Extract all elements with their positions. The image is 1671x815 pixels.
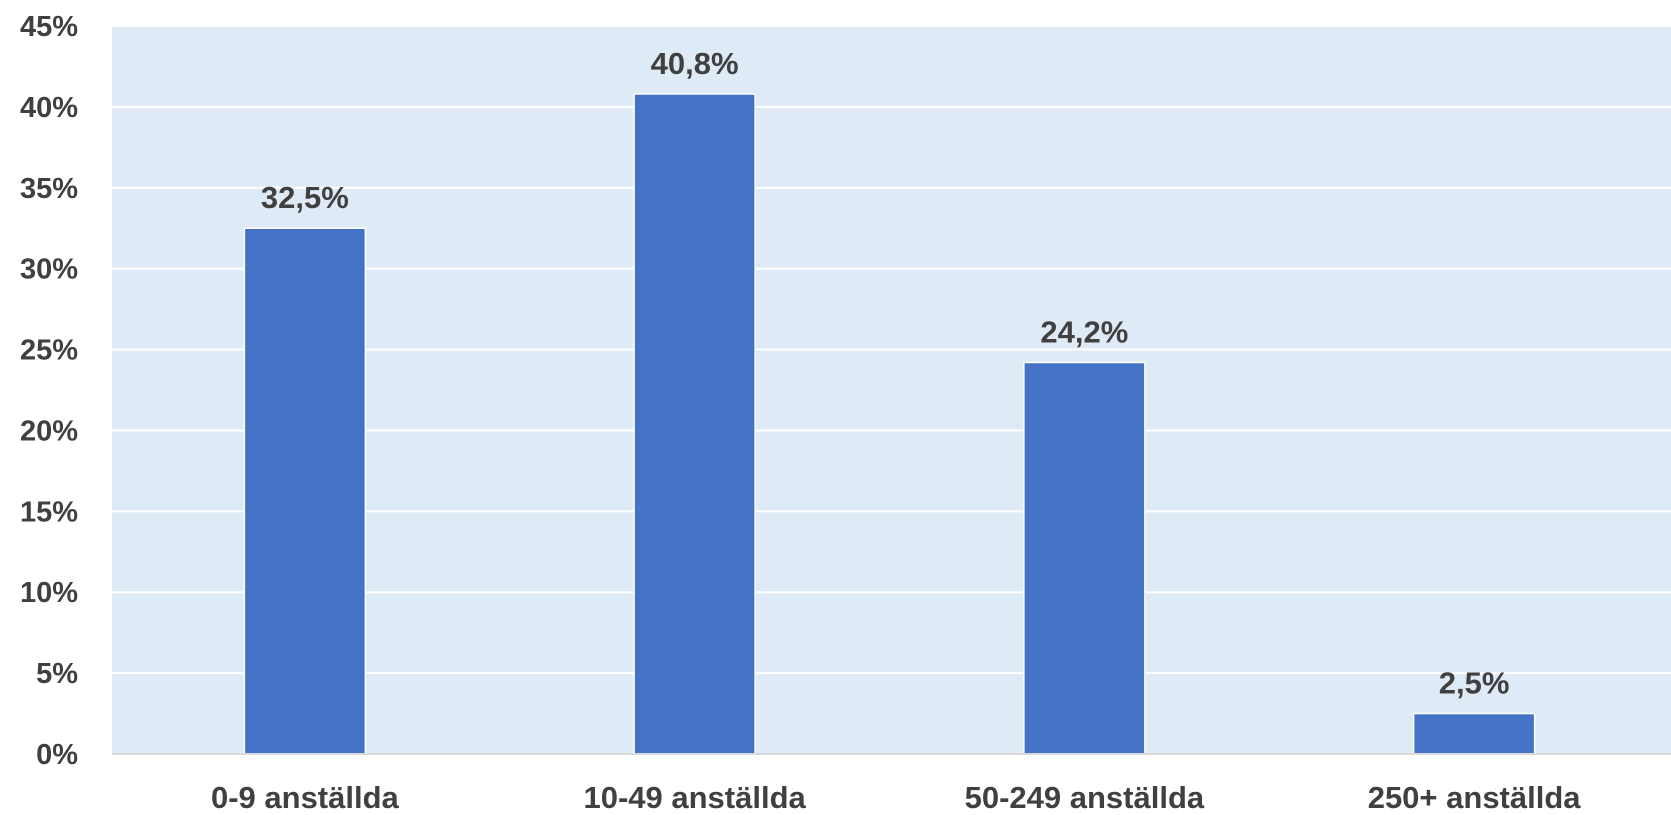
plot-area xyxy=(112,26,1671,754)
y-axis-tick-labels: 0% 5% 10% 15% 20% 25% 30% 35% 40% 45% xyxy=(20,11,78,771)
y-tick-label: 30% xyxy=(20,254,78,286)
bar xyxy=(1023,361,1146,755)
data-label: 24,2% xyxy=(1040,314,1128,349)
data-labels: 32,5% 40,8% 24,2% 2,5% xyxy=(261,46,1510,701)
bar xyxy=(633,93,756,755)
data-label: 32,5% xyxy=(261,180,349,215)
x-axis-category-labels: 0-9 anställda 10-49 anställda 50-249 anstä… xyxy=(211,780,1581,815)
bars xyxy=(243,93,1536,755)
x-category-label: 50-249 anställda xyxy=(965,780,1205,815)
y-tick-label: 45% xyxy=(20,11,78,43)
y-tick-label: 35% xyxy=(20,173,78,205)
data-label: 2,5% xyxy=(1439,666,1510,701)
x-category-label: 0-9 anställda xyxy=(211,780,400,815)
x-category-label: 10-49 anställda xyxy=(583,780,806,815)
y-tick-label: 15% xyxy=(20,496,78,528)
data-label: 40,8% xyxy=(651,46,739,81)
bar xyxy=(1412,712,1536,755)
y-tick-label: 40% xyxy=(20,92,78,124)
bar xyxy=(243,227,367,755)
y-tick-label: 20% xyxy=(20,415,78,447)
y-tick-label: 0% xyxy=(36,739,78,771)
y-tick-label: 10% xyxy=(20,577,78,609)
y-tick-label: 5% xyxy=(36,658,78,690)
gridlines xyxy=(112,25,1671,675)
x-category-label: 250+ anställda xyxy=(1368,780,1582,815)
y-tick-label: 25% xyxy=(20,335,78,367)
